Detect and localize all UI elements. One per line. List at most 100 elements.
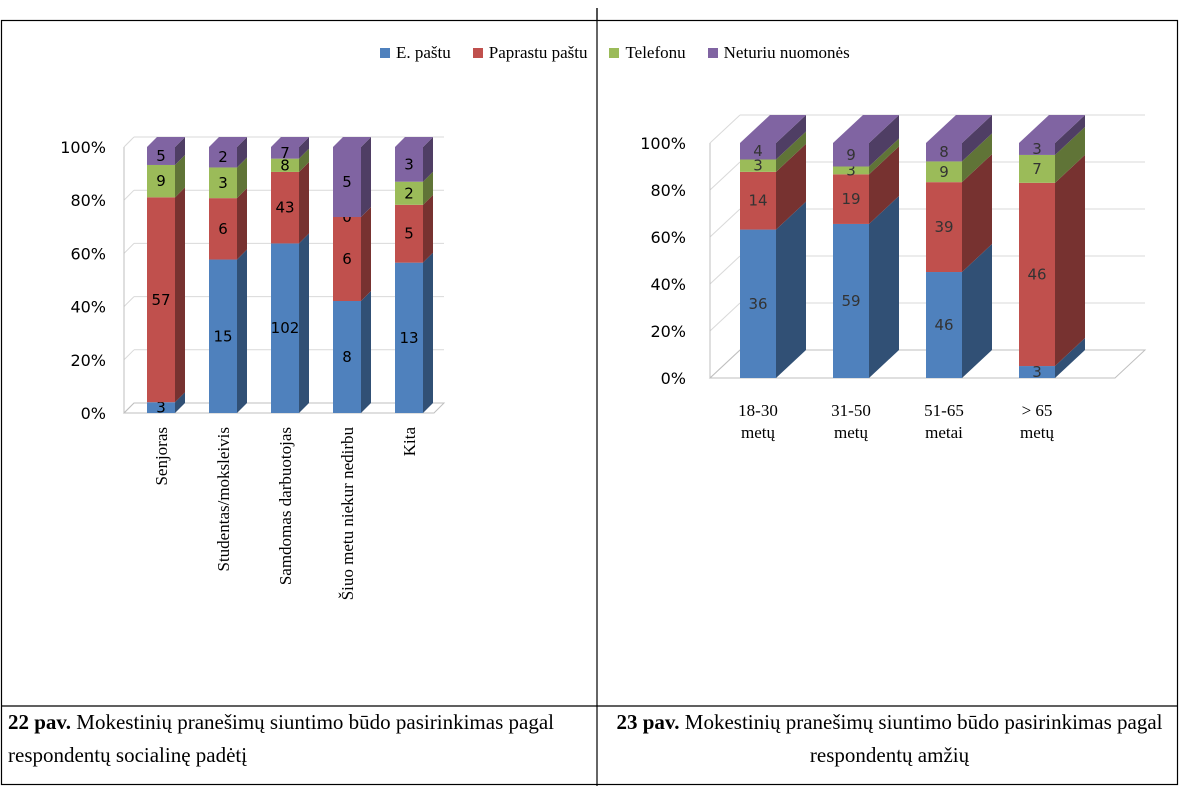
- x-tick-label: Senjoras: [152, 427, 171, 486]
- legend-label: E. paštu: [396, 43, 451, 62]
- gridline: [709, 255, 741, 285]
- bar-segment: [740, 229, 776, 378]
- bar-top: [395, 137, 433, 147]
- data-label: 9: [939, 163, 949, 181]
- y-tick-label: 0%: [81, 404, 106, 423]
- bar-segment: [209, 167, 237, 199]
- data-label: 19: [841, 190, 860, 208]
- bar-segment-side: [175, 154, 185, 198]
- bar-segment: [926, 143, 962, 162]
- gridline: [709, 302, 741, 332]
- legend-swatch: [707, 48, 718, 58]
- legend-item: Paprastu paštu: [472, 43, 588, 63]
- bar-segment-side: [423, 194, 433, 263]
- x-tick-label: metų: [1020, 423, 1054, 442]
- x-tick-label: 31-50: [831, 401, 871, 420]
- data-label: 102: [271, 319, 300, 337]
- bar-segment: [271, 243, 299, 413]
- data-label: 9: [156, 172, 166, 190]
- bar-segment-side: [361, 207, 371, 301]
- bar-segment-side: [869, 115, 899, 167]
- x-tick-label: Šiuo metu niekur nedirbu: [338, 427, 357, 601]
- data-label: 13: [399, 329, 418, 347]
- bar-segment-side: [869, 195, 899, 378]
- chart-social-status: 0%20%40%60%80%100%35795Senjoras15632Stud…: [60, 136, 446, 601]
- bar-segment-side: [361, 137, 371, 217]
- data-label: 59: [841, 292, 860, 310]
- data-label: 43: [275, 199, 294, 217]
- x-tick-label: Samdomas darbuotojas: [276, 427, 295, 585]
- data-label: 7: [280, 144, 290, 162]
- bar-segment: [740, 171, 776, 230]
- bar-segment: [147, 147, 175, 165]
- legend-label: Paprastu paštu: [488, 43, 588, 62]
- caption-number: 23 pav.: [616, 710, 680, 734]
- data-label: 5: [404, 225, 414, 243]
- bar-top: [740, 115, 806, 143]
- legend-label: Neturiu nuomonės: [723, 43, 850, 62]
- bar-segment: [333, 301, 361, 413]
- data-label: 36: [748, 295, 767, 313]
- bar-segment-side: [776, 201, 806, 378]
- bar-segment: [833, 166, 869, 175]
- x-tick-label: metai: [925, 423, 963, 442]
- legend-label: Telefonu: [625, 43, 686, 62]
- caption-text: Mokestinių pranešimų siuntimo būdo pasir…: [8, 710, 554, 767]
- x-tick-label: 18-30: [738, 401, 778, 420]
- y-tick-label: 40%: [650, 275, 686, 294]
- data-label: 3: [1032, 363, 1042, 381]
- bar-segment: [147, 197, 175, 403]
- y-tick-label: 80%: [650, 181, 686, 200]
- gridline: [709, 208, 741, 238]
- bar-segment-side: [423, 171, 433, 205]
- y-tick-label: 100%: [640, 134, 686, 153]
- data-label: 6: [342, 250, 352, 268]
- bar-segment-side: [1055, 126, 1085, 183]
- data-label: 8: [939, 143, 949, 161]
- chart-floor: [708, 349, 1147, 379]
- data-label: 15: [213, 327, 232, 345]
- bar-segment-side: [175, 137, 185, 165]
- bar-segment-side: [1055, 115, 1085, 155]
- data-label: 5: [156, 147, 166, 165]
- bar-segment-side: [175, 392, 185, 413]
- data-label: 39: [934, 218, 953, 236]
- data-label: 2: [218, 148, 228, 166]
- bar-segment-side: [299, 137, 309, 159]
- gridline: [123, 189, 135, 201]
- bar-segment-side: [776, 131, 806, 172]
- legend-swatch: [609, 48, 620, 58]
- bar-segment: [740, 159, 776, 172]
- figure-caption-22: 22 pav. Mokestinių pranešimų siuntimo bū…: [8, 706, 596, 772]
- bar-segment: [833, 174, 869, 224]
- gridline: [123, 349, 135, 361]
- x-tick-label: 51-65: [924, 401, 964, 420]
- y-tick-label: 60%: [70, 244, 106, 263]
- bar-top: [833, 115, 899, 143]
- legend-swatch: [380, 48, 390, 58]
- data-label: 4: [753, 142, 763, 160]
- data-label: 6: [218, 220, 228, 238]
- y-tick-label: 80%: [70, 191, 106, 210]
- bar-segment: [395, 262, 423, 413]
- data-label: 14: [748, 192, 767, 210]
- bar-segment-side: [962, 244, 992, 378]
- bar-segment-side: [423, 137, 433, 182]
- bar-segment-side: [361, 291, 371, 413]
- chart-age: 0%20%40%60%80%100%36143418-30metų5919393…: [640, 114, 1147, 442]
- x-tick-label: metų: [741, 423, 775, 442]
- data-label: 3: [753, 157, 763, 175]
- bar-segment-side: [237, 249, 247, 413]
- bar-segment-side: [299, 233, 309, 413]
- bar-segment: [833, 223, 869, 378]
- y-tick-label: 60%: [650, 228, 686, 247]
- bar-segment: [926, 272, 962, 378]
- bar-segment: [209, 198, 237, 260]
- bar-segment: [271, 147, 299, 159]
- bar-segment-side: [1055, 154, 1085, 367]
- bar-segment-side: [175, 187, 185, 403]
- bar-segment: [1019, 154, 1055, 183]
- chart-legend: E. paštu Paprastu paštu Telefonu Neturiu nu…: [380, 38, 872, 68]
- data-label: 8: [280, 156, 290, 174]
